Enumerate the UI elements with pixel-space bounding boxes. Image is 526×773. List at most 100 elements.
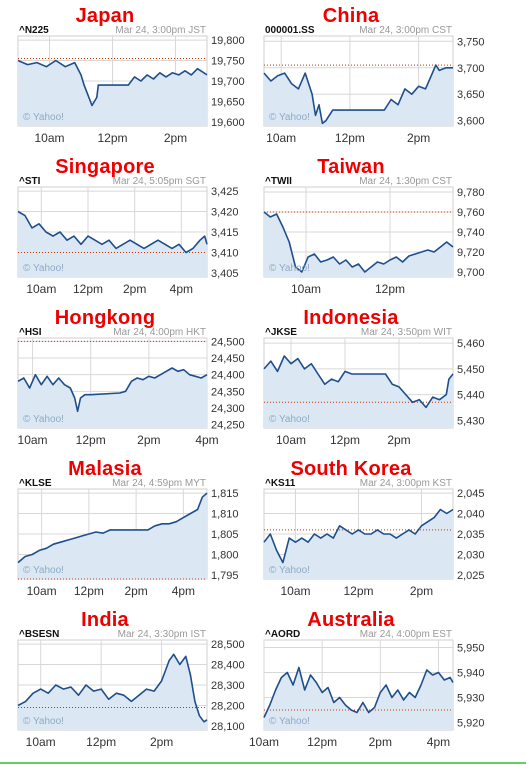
yahoo-watermark: © Yahoo! bbox=[23, 263, 64, 274]
y-tick-label: 3,700 bbox=[457, 63, 485, 75]
x-tick-label: 12pm bbox=[76, 433, 106, 447]
series-line bbox=[263, 211, 454, 273]
y-tick-label: 9,720 bbox=[457, 247, 485, 259]
chart-title: China bbox=[322, 5, 380, 27]
y-tick-label: 28,500 bbox=[211, 639, 245, 651]
yahoo-watermark: © Yahoo! bbox=[23, 565, 64, 576]
chart-title: Indonesia bbox=[303, 307, 399, 329]
x-tick-label: 2pm bbox=[369, 735, 392, 749]
y-tick-label: 5,940 bbox=[457, 668, 485, 680]
series-line bbox=[17, 59, 208, 107]
chart-svg-china: 000001.SS Mar 24, 3:00pm CST 3,750 3,700 3,6… bbox=[263, 25, 485, 145]
x-tick-label: 2pm bbox=[137, 433, 160, 447]
y-tick-label: 3,410 bbox=[211, 247, 239, 259]
yahoo-watermark: © Yahoo! bbox=[269, 565, 310, 576]
timestamp: Mar 24, 3:00pm JST bbox=[115, 25, 206, 36]
y-tick-label: 28,300 bbox=[211, 680, 245, 692]
yahoo-watermark: © Yahoo! bbox=[23, 112, 64, 123]
chart-svg-japan: ^N225 Mar 24, 3:00pm JST 19,800 19,750 19,70… bbox=[17, 25, 245, 145]
x-tick-label: 2pm bbox=[410, 584, 433, 598]
yahoo-watermark: © Yahoo! bbox=[23, 414, 64, 425]
y-tick-label: 19,700 bbox=[211, 76, 245, 88]
y-tick-label: 28,400 bbox=[211, 660, 245, 672]
chart-panel-malasia: Malasia ^KLSE Mar 24, 4:59pm MYT 1,815 1,810… bbox=[0, 453, 262, 603]
y-tick-label: 24,450 bbox=[211, 353, 245, 365]
series-area bbox=[18, 493, 207, 579]
chart-svg-singapore: ^STI Mar 24, 5:05pm SGT 3,425 3,420 3,415 3,4… bbox=[17, 176, 239, 296]
series-line bbox=[17, 492, 208, 564]
series-area bbox=[264, 212, 453, 277]
chart-svg-india: ^BSESN Mar 24, 3:30pm IST 28,500 28,400 28,3… bbox=[17, 629, 245, 749]
x-tick-label: 10am bbox=[18, 433, 48, 447]
chart-title: Singapore bbox=[55, 156, 155, 178]
x-tick-label: 2pm bbox=[164, 131, 187, 145]
y-tick-label: 9,760 bbox=[457, 207, 485, 219]
x-tick-label: 10am bbox=[276, 433, 306, 447]
timestamp: Mar 24, 4:00pm EST bbox=[360, 629, 452, 640]
y-tick-label: 1,810 bbox=[211, 509, 239, 521]
ticker-symbol: 000001.SS bbox=[265, 25, 315, 36]
y-tick-label: 28,200 bbox=[211, 700, 245, 712]
series-area bbox=[18, 368, 207, 428]
ticker-symbol: ^AORD bbox=[265, 629, 300, 640]
y-tick-label: 5,440 bbox=[457, 390, 485, 402]
x-tick-label: 10am bbox=[27, 584, 57, 598]
timestamp: Mar 24, 1:30pm CST bbox=[359, 176, 452, 187]
ticker-symbol: ^KS11 bbox=[265, 478, 296, 489]
y-tick-label: 3,415 bbox=[211, 227, 239, 239]
chart-title: Hongkong bbox=[54, 307, 156, 329]
chart-title: Malasia bbox=[68, 458, 142, 480]
chart-panel-singapore: Singapore ^STI Mar 24, 5:05pm SGT 3,425 3,42… bbox=[0, 151, 262, 301]
yahoo-watermark: © Yahoo! bbox=[269, 112, 310, 123]
timestamp: Mar 24, 3:30pm IST bbox=[118, 629, 206, 640]
x-tick-label: 2pm bbox=[150, 735, 173, 749]
timestamp: Mar 24, 4:59pm MYT bbox=[112, 478, 206, 489]
series-area bbox=[264, 356, 453, 428]
chart-svg-malasia: ^KLSE Mar 24, 4:59pm MYT 1,815 1,810 1,805 1,… bbox=[17, 478, 239, 598]
ticker-symbol: ^KLSE bbox=[19, 478, 52, 489]
chart-title: India bbox=[81, 609, 129, 631]
x-tick-label: 12pm bbox=[73, 282, 103, 296]
y-tick-label: 5,920 bbox=[457, 718, 485, 730]
yahoo-watermark: © Yahoo! bbox=[23, 716, 64, 727]
series-area bbox=[264, 65, 453, 126]
y-tick-label: 19,800 bbox=[211, 35, 245, 47]
y-tick-label: 3,750 bbox=[457, 36, 485, 48]
chart-panel-south-korea: South Korea ^KS11 Mar 24, 3:00pm KST 2,045 2… bbox=[246, 453, 508, 603]
x-tick-label: 2pm bbox=[387, 433, 410, 447]
x-tick-label: 10am bbox=[291, 282, 321, 296]
series-area bbox=[18, 211, 207, 277]
series-line bbox=[263, 64, 453, 125]
y-tick-label: 1,795 bbox=[211, 570, 239, 582]
y-tick-label: 3,405 bbox=[211, 268, 239, 280]
y-tick-label: 19,750 bbox=[211, 56, 245, 68]
x-tick-label: 10am bbox=[266, 131, 296, 145]
chart-panel-indonesia: Indonesia ^JKSE Mar 24, 3:50pm WIT 5,460 5,4… bbox=[246, 302, 508, 452]
y-tick-label: 2,025 bbox=[457, 570, 485, 582]
yahoo-watermark: © Yahoo! bbox=[269, 263, 310, 274]
ticker-symbol: ^HSI bbox=[19, 327, 42, 338]
chart-title: South Korea bbox=[290, 458, 412, 480]
x-tick-label: 10am bbox=[34, 131, 64, 145]
y-tick-label: 24,250 bbox=[211, 420, 245, 432]
y-tick-label: 9,740 bbox=[457, 227, 485, 239]
x-tick-label: 4pm bbox=[170, 282, 193, 296]
timestamp: Mar 24, 3:50pm WIT bbox=[361, 327, 452, 338]
chart-svg-taiwan: ^TWII Mar 24, 1:30pm CST 9,780 9,760 9,740 9,… bbox=[263, 176, 485, 296]
series-area bbox=[264, 509, 453, 579]
ticker-symbol: ^JKSE bbox=[265, 327, 297, 338]
y-tick-label: 24,400 bbox=[211, 370, 245, 382]
chart-panel-hongkong: Hongkong ^HSI Mar 24, 4:00pm HKT 24,500 24,4… bbox=[0, 302, 262, 452]
x-tick-label: 10am bbox=[26, 282, 56, 296]
x-tick-label: 4pm bbox=[172, 584, 195, 598]
x-tick-label: 10am bbox=[249, 735, 279, 749]
series-area bbox=[264, 667, 453, 730]
series-area bbox=[18, 60, 207, 126]
series-line bbox=[263, 355, 454, 409]
timestamp: Mar 24, 3:00pm KST bbox=[360, 478, 452, 489]
chart-svg-hongkong: ^HSI Mar 24, 4:00pm HKT 24,500 24,450 24,400… bbox=[17, 327, 245, 447]
y-tick-label: 5,450 bbox=[457, 364, 485, 376]
y-tick-label: 1,800 bbox=[211, 549, 239, 561]
y-tick-label: 5,930 bbox=[457, 693, 485, 705]
yahoo-watermark: © Yahoo! bbox=[269, 716, 310, 727]
